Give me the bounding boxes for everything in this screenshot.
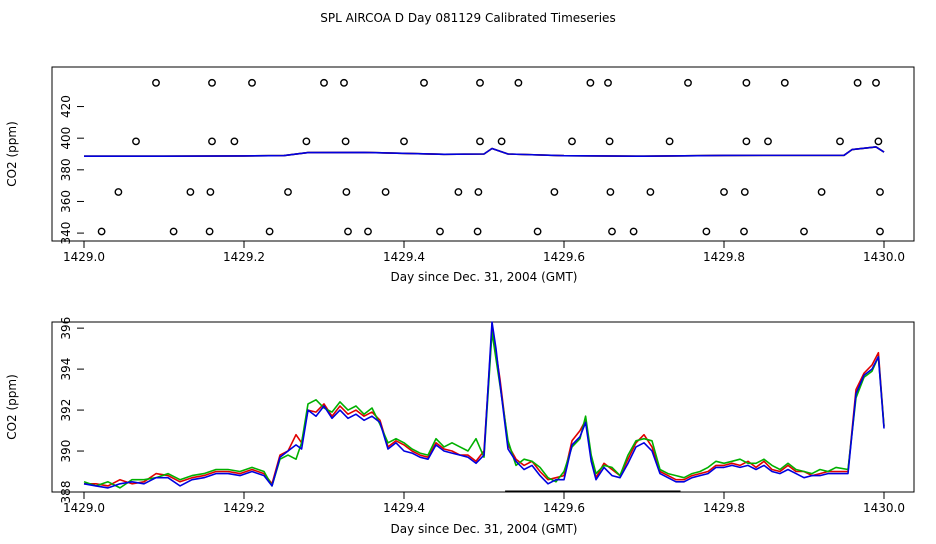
bottom-x-tick-label: 1429.0 bbox=[63, 501, 105, 515]
top-calibration-point bbox=[320, 78, 328, 87]
top-calibration-point bbox=[780, 78, 789, 87]
top-x-tick-label: 1430.0 bbox=[863, 250, 905, 264]
top-calibration-point bbox=[586, 78, 595, 87]
bottom-x-axis-label: Day since Dec. 31, 2004 (GMT) bbox=[391, 522, 578, 536]
top-calibration-point bbox=[646, 188, 655, 196]
top-x-tick-label: 1429.0 bbox=[63, 250, 105, 264]
top-calibration-point bbox=[208, 137, 216, 146]
top-calibration-point bbox=[764, 137, 772, 146]
top-calibration-point bbox=[230, 137, 239, 146]
top-calibration-point bbox=[265, 227, 274, 236]
top-calibration-point bbox=[476, 137, 484, 146]
top-calibration-point bbox=[874, 137, 883, 146]
top-calibration-point bbox=[608, 227, 616, 236]
top-calibration-point bbox=[720, 188, 728, 196]
top-calibration-point bbox=[876, 227, 884, 236]
bottom-x-tick-label: 1429.8 bbox=[703, 501, 745, 515]
top-x-tick-label: 1429.6 bbox=[543, 250, 585, 264]
top-calibration-point bbox=[169, 227, 178, 236]
top-calibration-point bbox=[533, 227, 542, 236]
top-calibration-point bbox=[341, 137, 350, 146]
top-calibration-point bbox=[302, 137, 311, 146]
top-marks: 1429.0 1429.2 1429.4 1429.6 1429.8 1430.0 340 3… bbox=[59, 78, 905, 264]
top-calibration-point bbox=[817, 188, 826, 196]
top-calibration-point bbox=[152, 78, 160, 87]
top-calibration-point bbox=[474, 188, 483, 196]
top-calibration-point bbox=[800, 227, 808, 236]
bottom-series-line-blue bbox=[83, 321, 885, 489]
top-calibration-point bbox=[853, 78, 862, 87]
bottom-series-line-red bbox=[84, 327, 885, 487]
top-calibration-point bbox=[665, 137, 674, 146]
bottom-series-line-green bbox=[83, 331, 885, 489]
bottom-y-axis-label: CO2 (ppm) bbox=[5, 374, 19, 440]
top-calibration-point bbox=[872, 78, 880, 87]
top-calibration-point bbox=[436, 227, 444, 236]
top-calibration-point bbox=[342, 188, 351, 196]
top-calibration-point bbox=[684, 78, 692, 87]
top-y-tick-label: 340 bbox=[59, 222, 73, 245]
top-calibration-point bbox=[132, 137, 140, 146]
top-calibration-point bbox=[364, 227, 372, 236]
top-calibration-point bbox=[604, 78, 612, 87]
top-calibration-point bbox=[497, 137, 506, 146]
top-y-axis-label: CO2 (ppm) bbox=[5, 121, 19, 187]
top-calibration-point bbox=[340, 78, 348, 87]
bottom-x-tick-label: 1429.6 bbox=[543, 501, 585, 515]
bottom-plot-frame bbox=[51, 321, 915, 493]
bottom-y-tick-label: 394 bbox=[59, 358, 73, 381]
bottom-y-tick-label: 390 bbox=[59, 440, 73, 463]
top-calibration-point bbox=[629, 227, 638, 236]
top-y-tick-label: 380 bbox=[59, 158, 73, 181]
top-y-tick-label: 420 bbox=[59, 95, 73, 118]
page-title: SPL AIRCOA D Day 081129 Calibrated Times… bbox=[320, 11, 615, 25]
top-panel: CO2 (ppm) Day since Dec. 31, 2004 (GMT) … bbox=[5, 66, 915, 284]
top-calibration-point bbox=[344, 227, 352, 236]
top-calibration-point bbox=[606, 188, 615, 196]
top-calibration-point bbox=[876, 188, 884, 196]
top-calibration-point bbox=[97, 227, 106, 236]
top-calibration-point bbox=[473, 227, 482, 236]
bottom-x-tick-label: 1429.4 bbox=[383, 501, 425, 515]
top-y-tick-label: 400 bbox=[59, 127, 73, 150]
top-series-line-blue bbox=[84, 146, 885, 157]
top-plot-frame bbox=[51, 66, 915, 242]
top-calibration-point bbox=[381, 188, 390, 196]
top-calibration-point bbox=[400, 137, 408, 146]
bottom-x-tick-label: 1429.2 bbox=[223, 501, 265, 515]
top-calibration-point bbox=[248, 78, 256, 87]
top-calibration-point bbox=[476, 78, 484, 87]
top-calibration-point bbox=[206, 188, 215, 196]
top-x-axis-label: Day since Dec. 31, 2004 (GMT) bbox=[391, 270, 578, 284]
top-calibration-point bbox=[550, 188, 559, 196]
top-calibration-point bbox=[742, 78, 751, 87]
top-calibration-point bbox=[740, 227, 748, 236]
top-calibration-point bbox=[836, 137, 844, 146]
top-calibration-point bbox=[514, 78, 523, 87]
top-calibration-point bbox=[205, 227, 214, 236]
top-calibration-point bbox=[208, 78, 216, 87]
bottom-y-tick-label: 388 bbox=[59, 481, 73, 504]
top-calibration-point bbox=[284, 188, 292, 196]
top-calibration-point bbox=[702, 227, 711, 236]
top-calibration-point bbox=[740, 188, 749, 196]
top-calibration-point bbox=[605, 137, 614, 146]
bottom-marks: 1429.0 1429.2 1429.4 1429.6 1429.8 1430.0 388 3… bbox=[59, 317, 905, 515]
top-y-tick-label: 360 bbox=[59, 190, 73, 213]
top-calibration-point bbox=[420, 78, 428, 87]
top-calibration-point bbox=[454, 188, 463, 196]
bottom-x-tick-label: 1430.0 bbox=[863, 501, 905, 515]
top-x-tick-label: 1429.2 bbox=[223, 250, 265, 264]
bottom-panel: CO2 (ppm) Day since Dec. 31, 2004 (GMT) … bbox=[5, 317, 915, 536]
bottom-range-bracket bbox=[505, 490, 681, 492]
top-calibration-point bbox=[114, 188, 123, 196]
bottom-y-tick-label: 396 bbox=[59, 317, 73, 340]
top-calibration-point bbox=[186, 188, 195, 196]
bottom-y-tick-label: 392 bbox=[59, 399, 73, 422]
top-calibration-point bbox=[568, 137, 576, 146]
top-x-tick-label: 1429.8 bbox=[703, 250, 745, 264]
top-x-tick-label: 1429.4 bbox=[383, 250, 425, 264]
top-calibration-point bbox=[742, 137, 751, 146]
